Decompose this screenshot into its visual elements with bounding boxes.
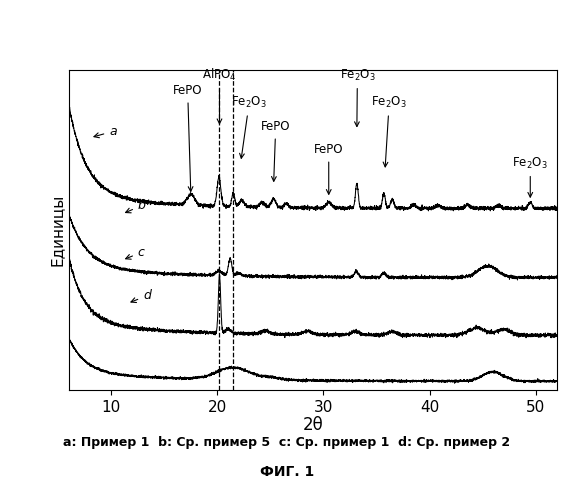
Text: c: c: [126, 246, 145, 259]
Text: a: Пример 1  b: Ср. пример 5  c: Ср. пример 1  d: Ср. пример 2: a: Пример 1 b: Ср. пример 5 c: Ср. приме…: [64, 436, 510, 449]
Text: Fe$_2$O$_3$: Fe$_2$O$_3$: [340, 68, 375, 126]
Y-axis label: Единицы: Единицы: [50, 194, 65, 266]
Text: AlPO$_4$: AlPO$_4$: [202, 67, 236, 124]
Text: a: a: [94, 125, 117, 138]
Text: b: b: [126, 199, 146, 213]
Text: FePO: FePO: [314, 144, 343, 194]
Text: Fe$_2$O$_3$: Fe$_2$O$_3$: [371, 96, 407, 167]
Text: Fe$_2$O$_3$: Fe$_2$O$_3$: [231, 96, 267, 158]
Text: FePO: FePO: [261, 120, 290, 182]
Text: Fe$_2$O$_3$: Fe$_2$O$_3$: [513, 156, 548, 197]
Text: FePO: FePO: [173, 84, 203, 192]
Text: ФИГ. 1: ФИГ. 1: [260, 466, 314, 479]
X-axis label: 2θ: 2θ: [302, 416, 323, 434]
Text: d: d: [131, 289, 151, 302]
